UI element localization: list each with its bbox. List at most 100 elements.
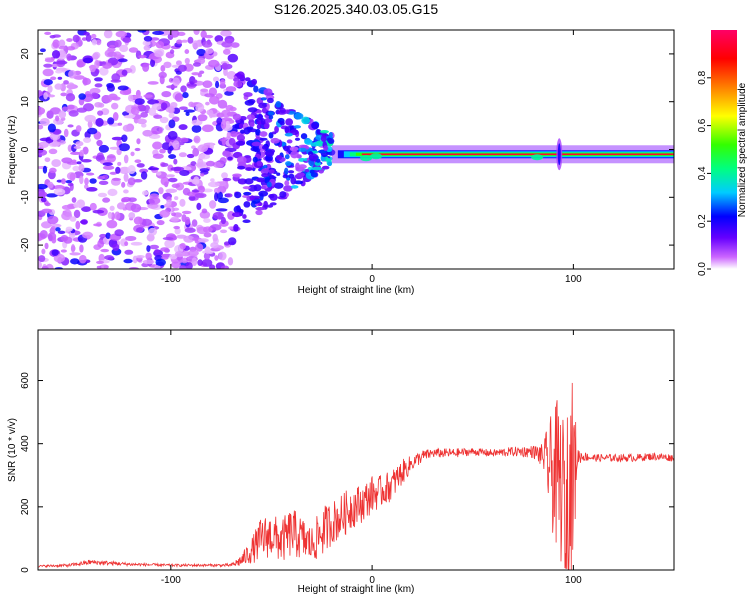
spectrogram-noise-blob (154, 264, 161, 269)
spectrogram-noise-blob (87, 127, 98, 135)
spectrogram-noise-blob (127, 197, 137, 203)
spectrogram-noise-blob (220, 216, 226, 225)
spectrogram-transition-blob (327, 161, 333, 167)
chart-title: S126.2025.340.03.05.G15 (274, 1, 438, 17)
y-tick-label: 0 (20, 146, 31, 152)
spectrogram-noise-blob (176, 39, 183, 45)
spectrogram-noise-blob (85, 34, 92, 42)
spectrogram-noise-blob (80, 219, 88, 225)
spectrogram-noise-blob (133, 216, 143, 225)
spectrogram-noise-blob (47, 215, 59, 225)
spectrogram-transition-blob (249, 121, 255, 128)
spectrogram-noise-blob (60, 249, 67, 253)
colorbar-label: Normalized spectral amplitude (737, 82, 748, 217)
spectrogram-noise-blob (175, 70, 182, 75)
spectrogram-noise-blob (82, 77, 92, 86)
spectrogram-noise-blob (70, 258, 80, 265)
spectrogram-noise-blob (142, 63, 150, 72)
spectrogram-noise-blob (227, 53, 239, 63)
spectrogram-noise-blob (39, 118, 50, 126)
spectrogram-noise-blob (199, 168, 210, 172)
spectrogram-transition-blob (298, 147, 307, 152)
spectrogram-noise-blob (58, 110, 67, 119)
spectrogram-noise-blob (57, 230, 66, 235)
spectrogram-noise-blob (201, 258, 213, 267)
spectrogram-noise-blob (229, 106, 237, 112)
spectrogram-transition-blob (263, 200, 268, 208)
colorbar: 0.0 0.2 0.4 0.6 0.8 Normalized spectral ampl… (697, 30, 748, 276)
spectrogram-noise-blob (141, 218, 153, 227)
spectrogram-transition-blob (284, 180, 290, 186)
spectrogram-noise-blob (124, 241, 129, 246)
spectrogram-noise-blob (180, 85, 187, 93)
spectrogram-transition-blob (261, 173, 269, 178)
spectrogram-noise-blob (169, 101, 178, 109)
spectrogram-transition-blob (256, 177, 266, 183)
y-tick-label: 400 (20, 435, 31, 452)
spectrogram-noise-blob (178, 124, 188, 130)
spectrogram-transition-blob (266, 97, 274, 104)
spectrogram-noise-blob (123, 115, 135, 119)
spectrogram-noise-blob (214, 255, 219, 261)
spectrogram-noise-blob (67, 124, 74, 128)
spectrogram-noise-blob (124, 249, 134, 255)
spectrogram-noise-blob (181, 210, 192, 215)
spectrogram-noise-blob (134, 98, 145, 105)
spectrogram-transition-blob (255, 209, 263, 216)
y-tick-label: 200 (20, 498, 31, 515)
spectrogram-transition-blob (301, 116, 310, 125)
spectrogram-noise-blob (127, 94, 134, 102)
snr-xlabel: Height of straight line (km) (298, 584, 415, 595)
spectrogram-transition-blob (234, 191, 242, 199)
y-tick-label: 0 (20, 567, 31, 573)
spectrogram-noise-blob (69, 172, 76, 182)
spectrogram-noise-blob (181, 39, 189, 43)
spectrogram-noise-blob (160, 64, 166, 72)
spectrogram-noise-blob (105, 232, 111, 239)
spectrogram-noise-blob (118, 143, 130, 152)
y-tick-label: 600 (20, 372, 31, 389)
spectrogram-noise-blob (171, 64, 181, 68)
spectrogram-noise-blob (186, 83, 198, 87)
spectrogram-noise-blob (220, 30, 232, 37)
x-tick-label: -100 (161, 575, 181, 586)
spectrogram-noise-blob (172, 140, 180, 150)
spectrogram-transition-blob (284, 132, 293, 137)
spectrogram-transition-blob (320, 135, 327, 143)
spectrogram-noise-blob (221, 172, 228, 179)
spectrogram-transition-blob (287, 170, 295, 174)
spectrogram-transition-blob (232, 173, 242, 178)
spectrogram-noise-blob (143, 35, 153, 42)
spectrogram-transition-blob (260, 97, 267, 101)
spectrogram-noise-blob (216, 117, 223, 125)
spectrogram-noise-blob (40, 197, 47, 203)
spectrogram-noise-blob (198, 153, 211, 160)
spectrogram-noise-blob (136, 138, 141, 145)
spectrogram-noise-blob (128, 47, 139, 53)
spectrogram-noise-blob (38, 255, 46, 263)
spectrogram-noise-blob (101, 61, 107, 65)
spectrogram-transition-blob (262, 164, 268, 169)
spectrogram-noise-blob (154, 50, 163, 58)
spectrogram-noise-blob (160, 247, 170, 252)
spectrogram-noise-blob (171, 183, 181, 189)
spectrogram-noise-blob (219, 157, 227, 165)
spectrogram-noise-blob (137, 30, 147, 33)
spectrogram-noise-blob (70, 151, 81, 155)
spectrogram-noise-blob (81, 206, 92, 213)
spectrogram-noise-blob (136, 163, 145, 168)
spectrogram-noise-blob (166, 199, 172, 206)
spectrogram-noise-blob (160, 205, 165, 209)
spectrogram-noise-blob (184, 216, 191, 225)
spectrogram-noise-blob (147, 167, 160, 171)
spectrogram-transition-blob (284, 154, 290, 160)
spectrogram-noise-blob (179, 264, 187, 269)
spectrogram-transition-blob (263, 88, 273, 96)
spectrogram-noise-blob (42, 68, 54, 77)
spectrogram-noise-blob (193, 79, 198, 84)
spectrogram-noise-blob (136, 118, 147, 125)
spectrogram-noise-blob (200, 173, 205, 177)
spectrogram-transition-blob (275, 154, 283, 161)
spectrogram-noise-blob (61, 204, 73, 210)
